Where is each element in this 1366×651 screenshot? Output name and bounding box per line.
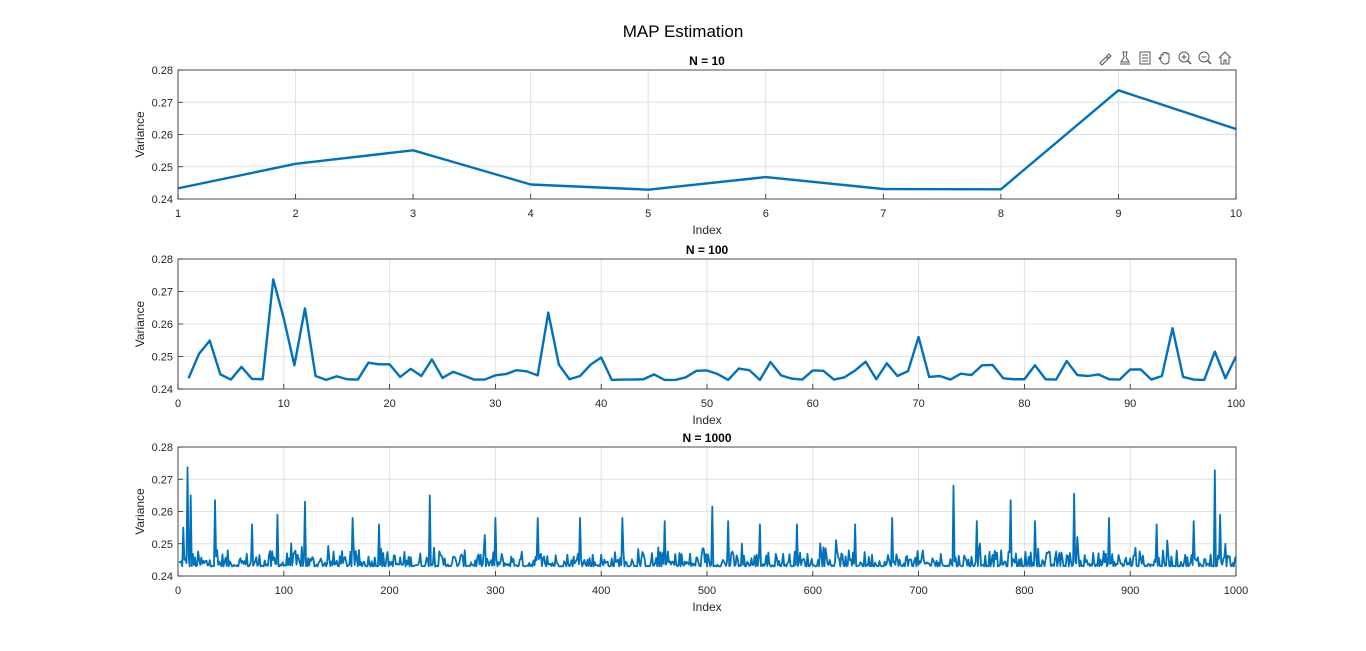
x-tick-label: 200 (380, 585, 398, 597)
y-tick-label: 0.28 (152, 442, 173, 454)
x-tick-label: 40 (595, 398, 607, 410)
home-icon[interactable] (1216, 49, 1234, 67)
x-tick-label: 0 (175, 398, 181, 410)
y-tick-label: 0.24 (152, 384, 173, 396)
legend-icon[interactable] (1136, 49, 1154, 67)
y-tick-label: 0.26 (152, 507, 173, 519)
pan-icon[interactable] (1156, 49, 1174, 67)
x-tick-label: 4 (528, 208, 534, 220)
series-line (178, 89, 1236, 191)
y-axis-label: Variance (133, 300, 147, 347)
x-tick-label: 10 (1230, 208, 1242, 220)
brush-icon[interactable] (1096, 49, 1114, 67)
x-tick-label: 60 (807, 398, 819, 410)
x-tick-label: 700 (909, 585, 927, 597)
x-tick-label: 900 (1121, 585, 1139, 597)
y-axis-label: Variance (133, 111, 147, 158)
x-tick-label: 70 (912, 398, 924, 410)
figure-title: MAP Estimation (623, 22, 744, 41)
x-tick-label: 1 (175, 208, 181, 220)
x-tick-label: 50 (701, 398, 713, 410)
y-tick-label: 0.27 (152, 97, 173, 109)
x-axis-label: Index (692, 413, 721, 427)
y-tick-label: 0.25 (152, 352, 173, 364)
series-line (187, 278, 1236, 382)
chart-3: 0 100 200 300 400 500 600 700 800 900 1000 0.24 0.25… (133, 431, 1248, 614)
y-tick-label: 0.25 (152, 162, 173, 174)
x-tick-label: 80 (1018, 398, 1030, 410)
x-tick-label: 90 (1124, 398, 1136, 410)
x-tick-label: 3 (410, 208, 416, 220)
zoom-out-icon[interactable] (1196, 49, 1214, 67)
x-tick-label: 8 (998, 208, 1004, 220)
x-tick-label: 2 (292, 208, 298, 220)
x-tick-label: 10 (278, 398, 290, 410)
chart-title: N = 100 (686, 243, 729, 257)
y-tick-label: 0.25 (152, 539, 173, 551)
x-tick-label: 1000 (1224, 585, 1248, 597)
chart-title: N = 1000 (682, 431, 731, 445)
x-tick-label: 6 (763, 208, 769, 220)
chart-2: 0 10 20 30 40 50 60 70 80 90 100 0.24 0.25 0.26 0.27 0.… (133, 243, 1245, 427)
x-tick-label: 0 (175, 585, 181, 597)
y-tick-label: 0.27 (152, 287, 173, 299)
chart-title: N = 10 (689, 54, 725, 68)
x-tick-label: 500 (698, 585, 716, 597)
y-tick-label: 0.26 (152, 319, 173, 331)
x-tick-label: 5 (645, 208, 651, 220)
x-tick-label: 9 (1115, 208, 1121, 220)
x-tick-label: 100 (275, 585, 293, 597)
x-tick-label: 300 (486, 585, 504, 597)
x-axis-label: Index (692, 600, 721, 614)
y-tick-label: 0.28 (152, 65, 173, 77)
x-tick-label: 7 (880, 208, 886, 220)
chart-1: 1 2 3 4 5 6 7 8 9 10 0.24 0.25 0.26 0.27 0.28 N = 10 Ind… (133, 54, 1242, 237)
y-tick-label: 0.24 (152, 194, 173, 206)
zoom-in-icon[interactable] (1176, 49, 1194, 67)
axes-toolbar (1096, 49, 1234, 67)
y-tick-label: 0.27 (152, 474, 173, 486)
y-axis-label: Variance (133, 488, 147, 535)
y-tick-label: 0.24 (152, 571, 173, 583)
data-tips-icon[interactable] (1116, 49, 1134, 67)
series-line (178, 466, 1236, 568)
x-tick-label: 400 (592, 585, 610, 597)
x-axis-label: Index (692, 223, 721, 237)
x-tick-label: 30 (489, 398, 501, 410)
x-tick-label: 600 (804, 585, 822, 597)
x-tick-label: 100 (1227, 398, 1245, 410)
y-tick-label: 0.26 (152, 130, 173, 142)
y-tick-label: 0.28 (152, 254, 173, 266)
x-tick-label: 20 (383, 398, 395, 410)
x-tick-label: 800 (1015, 585, 1033, 597)
